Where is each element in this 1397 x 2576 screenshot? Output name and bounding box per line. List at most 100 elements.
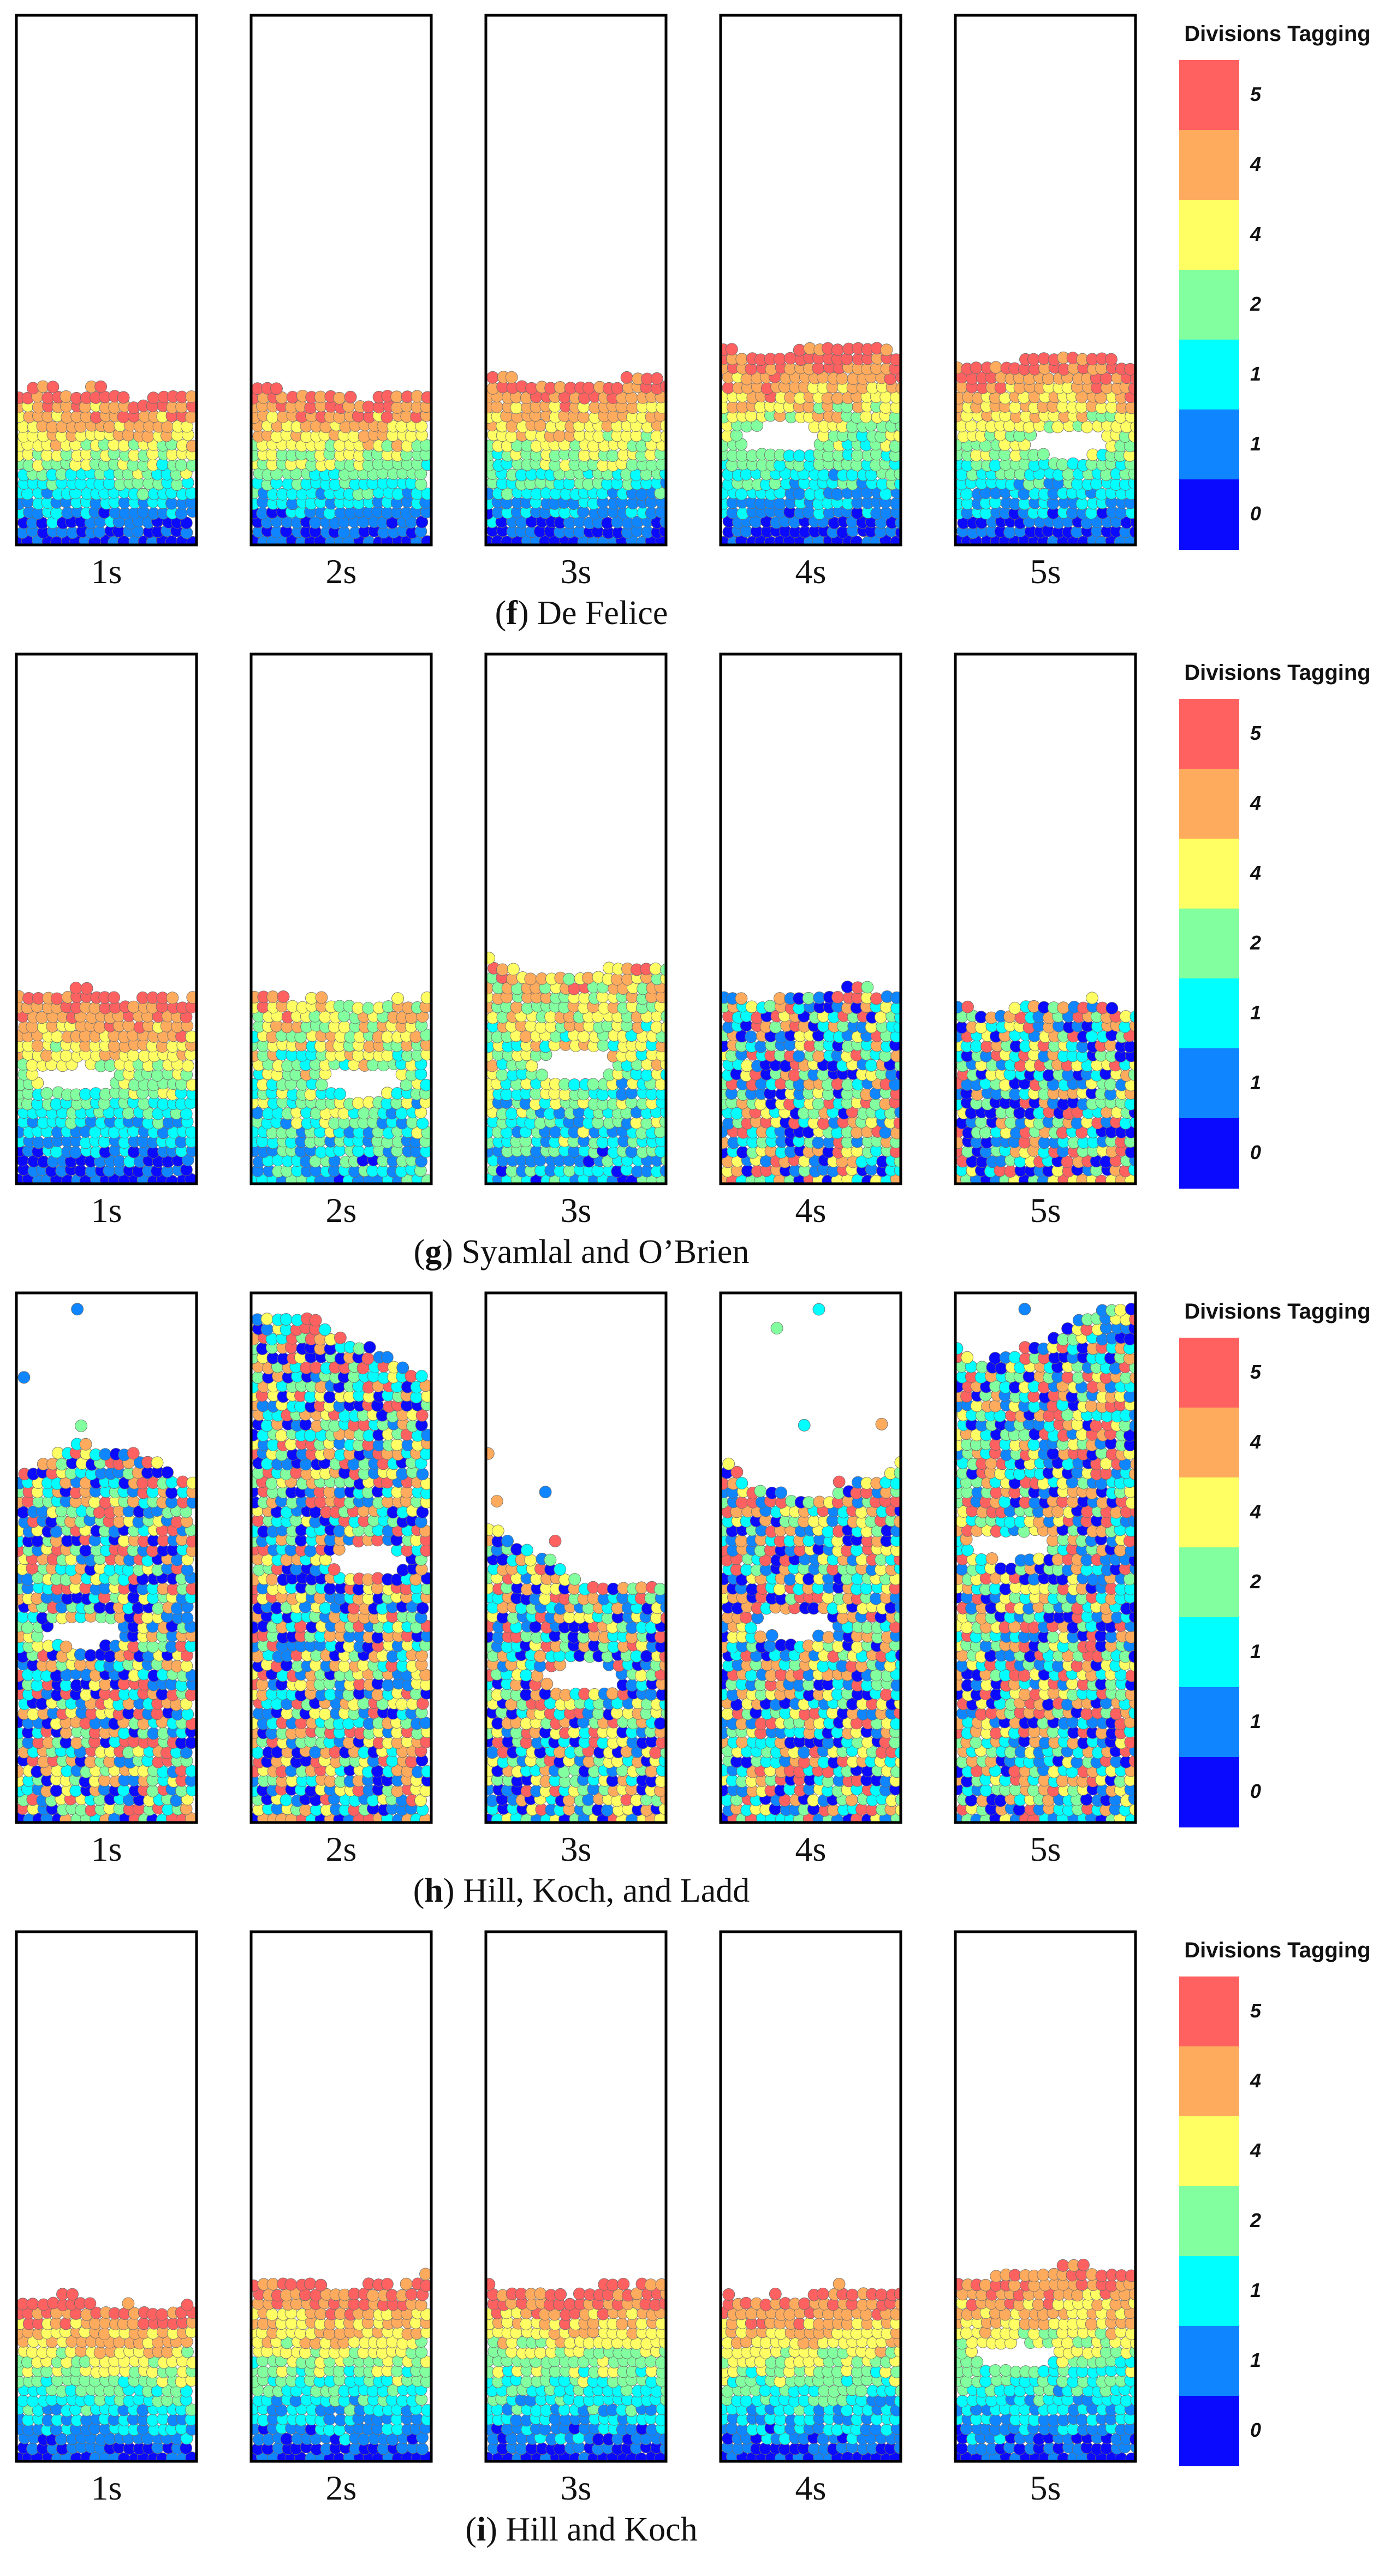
legend-label: 1 [1250, 363, 1262, 385]
caption-letter: f [506, 595, 518, 632]
legend-swatch [1179, 130, 1239, 200]
snapshot-2s [249, 1930, 433, 2463]
column-frame [484, 14, 668, 547]
legend-label: 0 [1250, 502, 1262, 525]
legend-label: 4 [1250, 792, 1262, 814]
legend-label: 2 [1250, 293, 1262, 315]
snapshot-4s [719, 652, 902, 1185]
time-label-5s: 5s [1030, 1191, 1061, 1230]
legend-label: 1 [1250, 432, 1262, 455]
legend-label: 0 [1250, 1141, 1262, 1164]
legend-label: 4 [1250, 223, 1262, 245]
legend-swatch [1179, 1408, 1239, 1478]
legend-label: 1 [1250, 1001, 1262, 1024]
legend-label: 0 [1250, 1780, 1262, 1802]
legend-swatch [1179, 200, 1239, 270]
time-label-2s: 2s [325, 1830, 357, 1868]
column-frame [484, 652, 668, 1185]
column-frame [954, 1930, 1137, 2463]
legend-swatch [1179, 409, 1239, 480]
column-frame [484, 1930, 668, 2463]
caption-close-paren: ) [486, 2511, 497, 2548]
column-frame [15, 1291, 198, 1824]
legend-swatch [1179, 479, 1239, 550]
snapshot-4s [719, 14, 902, 547]
legend-swatch [1179, 1338, 1239, 1408]
time-label-2s: 2s [325, 2468, 357, 2507]
legend-label: 4 [1250, 862, 1262, 884]
time-label-5s: 5s [1030, 552, 1061, 591]
legend-label: 4 [1250, 2139, 1262, 2162]
panel-caption: (f) De Felice [0, 594, 1163, 633]
legend-swatch [1179, 2046, 1239, 2117]
snapshot-5s [954, 1930, 1137, 2463]
legend-label: 4 [1250, 1500, 1262, 1523]
time-label-3s: 3s [560, 1191, 592, 1230]
legend-swatch [1179, 978, 1239, 1049]
column-frame [15, 1930, 198, 2463]
snapshot-1s [15, 652, 198, 1185]
time-label-2s: 2s [325, 1191, 357, 1230]
time-label-2s: 2s [325, 552, 357, 591]
panel-i-hill-koch: 1s 2s 3s 4s 5s Divisions Tagging 5 4 4 2 1 1 0 (i) Hi… [0, 1916, 1397, 2555]
time-label-4s: 4s [795, 552, 827, 591]
snapshot-3s [484, 1291, 668, 1824]
panel-g-syamlal-obrien: 1s 2s 3s 4s 5s Divisions Tagging 5 4 4 2 1 1 0 (g) Sy… [0, 639, 1397, 1278]
caption-open-paren: ( [413, 1872, 425, 1909]
column-frame [719, 1930, 902, 2463]
caption-open-paren: ( [495, 595, 507, 632]
legend-label: 4 [1250, 1431, 1262, 1453]
legend-swatch [1179, 1757, 1239, 1827]
snapshot-2s [249, 1291, 433, 1824]
time-label-5s: 5s [1030, 1830, 1061, 1868]
legend-swatch [1179, 1477, 1239, 1548]
caption-open-paren: ( [413, 1233, 425, 1271]
column-frame [484, 1291, 668, 1824]
snapshot-5s [954, 1291, 1137, 1824]
column-frame [249, 652, 433, 1185]
legend-label: 4 [1250, 2069, 1262, 2092]
time-label-3s: 3s [560, 552, 592, 591]
legend-swatch [1179, 2396, 1239, 2466]
legend-swatch [1179, 1547, 1239, 1618]
snapshot-3s [484, 14, 668, 547]
column-frame [719, 1291, 902, 1824]
legend-label: 5 [1250, 722, 1262, 744]
caption-close-paren: ) [443, 1872, 455, 1909]
time-label-3s: 3s [560, 1830, 592, 1868]
panel-graphics [15, 1930, 1239, 2466]
panel-graphics [15, 1291, 1239, 1827]
legend-swatch [1179, 699, 1239, 769]
time-label-1s: 1s [91, 1191, 122, 1230]
caption-model-name: Hill, Koch, and Ladd [454, 1872, 750, 1909]
time-label-1s: 1s [91, 1830, 122, 1868]
caption-model-name: De Felice [528, 595, 668, 632]
panel-graphics [15, 652, 1239, 1189]
caption-letter: h [424, 1872, 443, 1909]
snapshot-2s [249, 14, 433, 547]
legend-title: Divisions Tagging [1184, 1938, 1371, 1962]
legend-title: Divisions Tagging [1184, 661, 1371, 685]
column-frame [249, 1291, 433, 1824]
time-label-1s: 1s [91, 2468, 122, 2507]
legend-label: 1 [1250, 1710, 1262, 1732]
legend-title: Divisions Tagging [1184, 1299, 1371, 1323]
caption-model-name: Hill and Koch [497, 2511, 698, 2548]
caption-model-name: Syamlal and O’Brien [453, 1233, 750, 1271]
panel-h-hill-koch-ladd: 1s 2s 3s 4s 5s Divisions Tagging 5 4 4 2 1 1 0 (h) Hi… [0, 1278, 1397, 1916]
caption-close-paren: ) [517, 595, 529, 632]
legend-swatch [1179, 340, 1239, 410]
legend-label: 1 [1250, 1640, 1262, 1663]
caption-letter: g [425, 1233, 442, 1271]
legend-swatch [1179, 1617, 1239, 1688]
time-label-3s: 3s [560, 2468, 592, 2507]
column-frame [954, 1291, 1137, 1824]
legend-label: 2 [1250, 2209, 1262, 2231]
column-frame [249, 14, 433, 547]
snapshot-4s [719, 1291, 902, 1824]
legend-swatch [1179, 839, 1239, 909]
panel-graphics [15, 14, 1239, 550]
column-frame [954, 652, 1137, 1185]
legend-swatch [1179, 2326, 1239, 2396]
snapshot-1s [15, 1291, 198, 1824]
